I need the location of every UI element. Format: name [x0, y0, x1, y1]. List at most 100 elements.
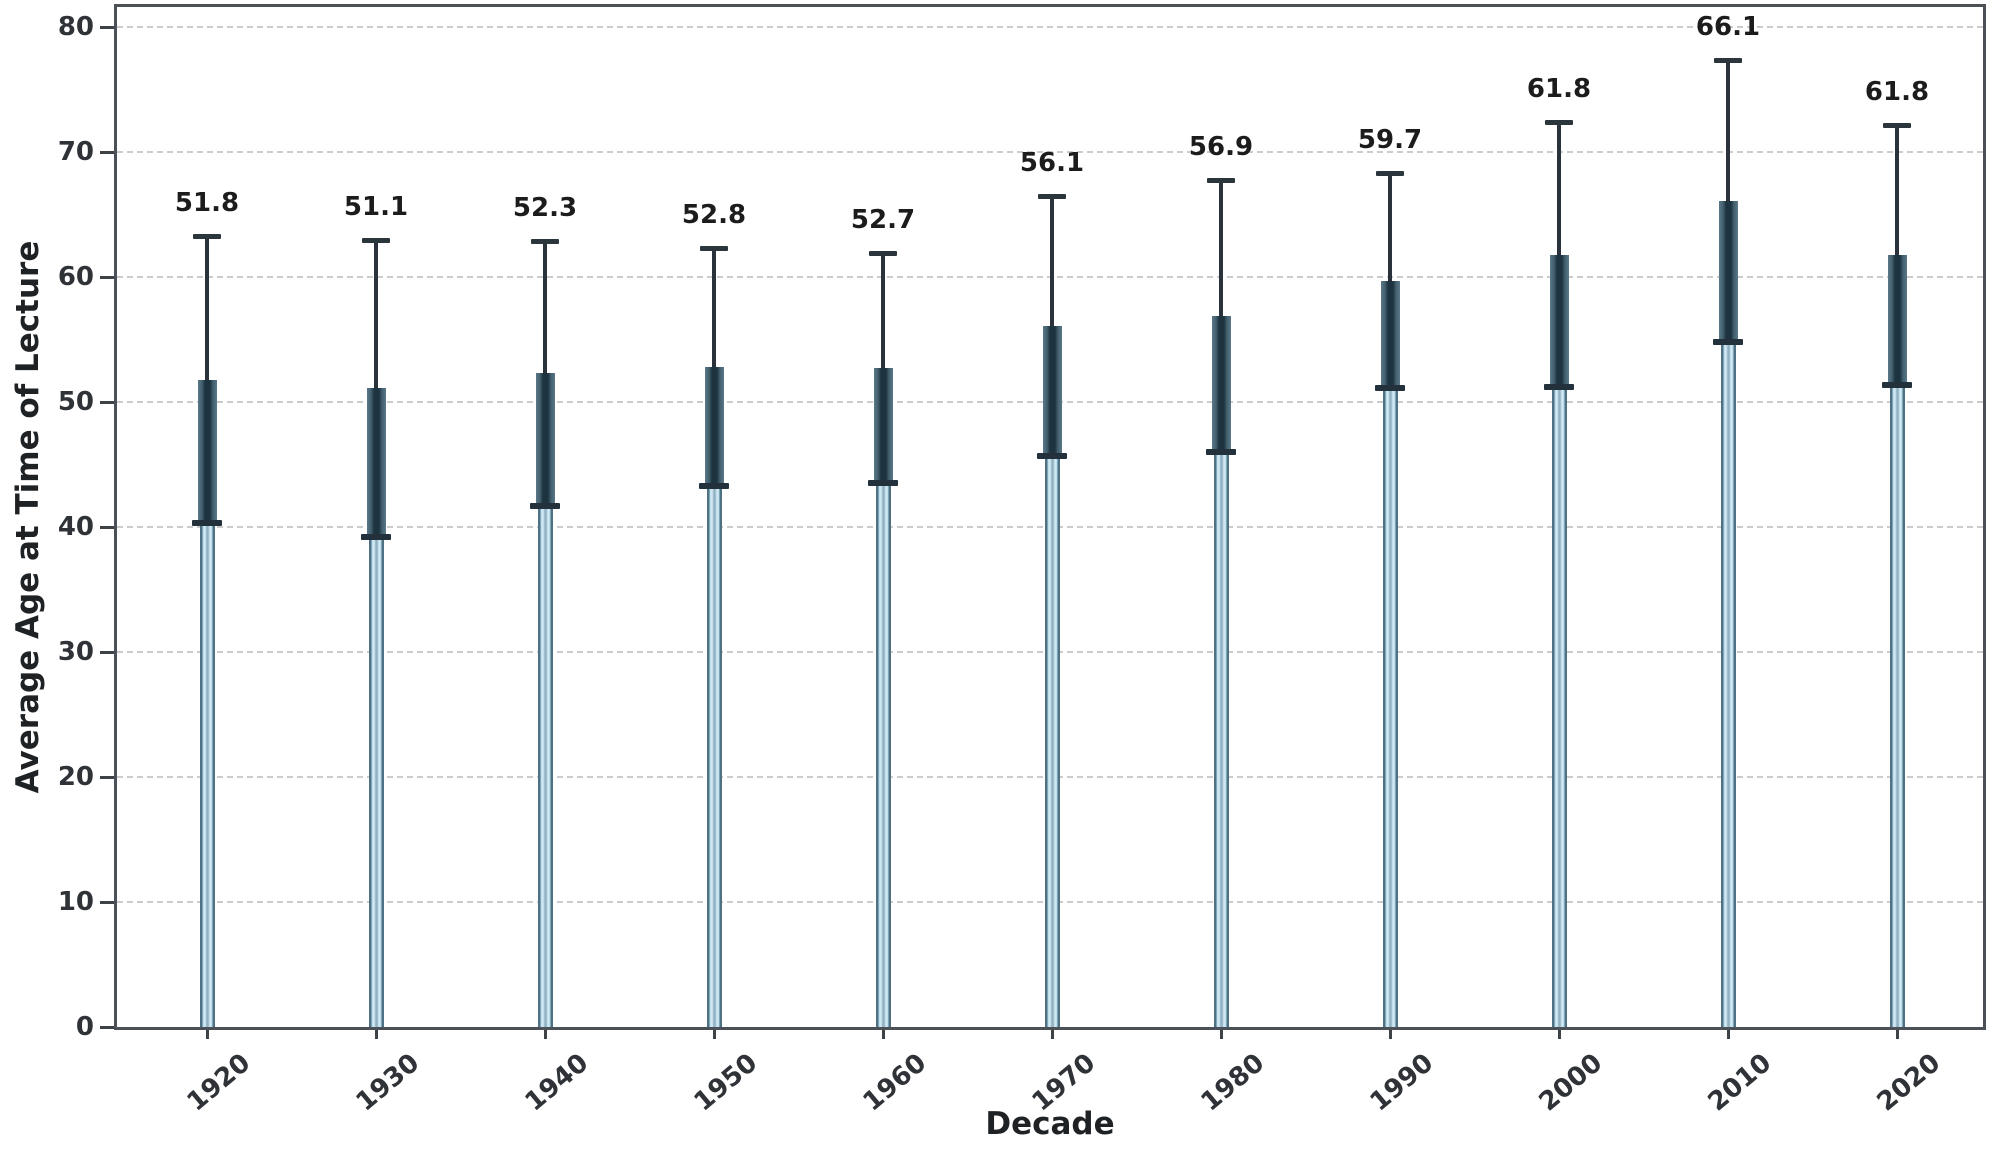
- error-upper-whisker: [712, 250, 716, 367]
- y-tick-label: 20: [57, 762, 94, 792]
- error-lower-segment: [1211, 315, 1231, 452]
- x-tick-label: 1980: [1195, 1048, 1271, 1118]
- bar: [1889, 384, 1905, 1027]
- bar: [1551, 387, 1567, 1027]
- error-cap-top: [1376, 171, 1404, 177]
- error-lower-segment: [1549, 254, 1569, 387]
- error-upper-whisker: [1895, 126, 1899, 255]
- bar-value-label: 51.8: [174, 187, 240, 218]
- error-cap-top: [1883, 122, 1911, 128]
- error-upper-whisker: [374, 241, 378, 389]
- error-cap-bottom: [1882, 381, 1912, 388]
- y-gridline: [117, 151, 1983, 153]
- error-lower-segment: [1380, 280, 1400, 389]
- y-tick-label: 10: [57, 887, 94, 917]
- x-tick-label: 1930: [350, 1048, 426, 1118]
- bar-value-label: 52.7: [850, 205, 916, 236]
- y-tick-mark: [100, 900, 114, 904]
- bar: [1213, 452, 1229, 1027]
- bar: [199, 523, 215, 1027]
- error-upper-whisker: [1388, 175, 1392, 281]
- bar: [875, 483, 891, 1027]
- bar-value-label: 51.1: [343, 191, 409, 222]
- error-upper-whisker: [205, 237, 209, 380]
- error-cap-top: [362, 237, 390, 243]
- y-gridline: [117, 26, 1983, 28]
- y-tick-mark: [100, 275, 114, 279]
- error-cap-top: [1207, 177, 1235, 183]
- error-cap-bottom: [192, 520, 222, 527]
- error-cap-bottom: [530, 502, 560, 509]
- y-tick-mark: [100, 650, 114, 654]
- error-lower-segment: [1718, 200, 1738, 342]
- y-tick-mark: [100, 775, 114, 779]
- error-upper-whisker: [1557, 124, 1561, 255]
- y-tick-mark: [100, 1025, 114, 1029]
- error-cap-bottom: [1544, 384, 1574, 390]
- error-cap-bottom: [1037, 452, 1067, 459]
- error-lower-segment: [873, 368, 893, 484]
- x-tick-mark: [374, 1030, 378, 1039]
- x-tick-mark: [1726, 1030, 1730, 1039]
- bar-value-label: 61.8: [1526, 74, 1592, 104]
- bar-value-label: 52.8: [681, 200, 747, 231]
- y-tick-label: 70: [57, 137, 94, 167]
- x-tick-label: 1950: [688, 1048, 764, 1118]
- y-tick-label: 50: [57, 387, 94, 417]
- bar-value-label: 56.1: [1019, 147, 1085, 178]
- error-cap-bottom: [868, 480, 898, 487]
- error-cap-top: [1714, 57, 1742, 63]
- error-lower-segment: [535, 373, 555, 506]
- error-cap-bottom: [1713, 339, 1743, 345]
- bar-value-label: 66.1: [1695, 11, 1761, 42]
- y-tick-mark: [100, 25, 114, 29]
- x-tick-mark: [712, 1030, 716, 1039]
- error-lower-segment: [1042, 325, 1062, 456]
- error-cap-top: [1038, 193, 1066, 199]
- error-cap-top: [869, 251, 897, 257]
- x-axis-label: Decade: [985, 1106, 1115, 1142]
- bar: [1720, 342, 1736, 1027]
- error-lower-segment: [197, 379, 217, 524]
- error-upper-whisker: [1726, 61, 1730, 201]
- x-tick-label: 1940: [519, 1048, 595, 1118]
- plot-area: 51.8 51.1 52.3 52.8 52.7 56.1 56.9 59.7 61.8 66.1…: [114, 4, 1986, 1030]
- x-tick-label: 2010: [1702, 1048, 1778, 1118]
- error-cap-top: [700, 246, 728, 252]
- error-cap-top: [1545, 120, 1573, 125]
- bar-value-label: 56.9: [1188, 131, 1254, 162]
- x-tick-mark: [1050, 1030, 1054, 1039]
- x-tick-mark: [205, 1030, 209, 1039]
- x-tick-label: 1920: [181, 1048, 257, 1118]
- y-tick-label: 60: [57, 262, 94, 292]
- bar: [1044, 455, 1060, 1027]
- bar-value-label: 59.7: [1357, 125, 1423, 156]
- error-upper-whisker: [881, 255, 885, 369]
- error-lower-segment: [704, 367, 724, 486]
- y-tick-label: 40: [57, 512, 94, 542]
- error-cap-bottom: [1206, 449, 1236, 455]
- bar-value-label: 61.8: [1864, 76, 1930, 107]
- error-cap-bottom: [699, 482, 729, 489]
- x-tick-mark: [543, 1030, 547, 1039]
- x-tick-label: 2000: [1533, 1048, 1609, 1118]
- bar: [368, 537, 384, 1027]
- y-tick-label: 30: [57, 637, 94, 667]
- x-tick-mark: [881, 1030, 885, 1039]
- error-upper-whisker: [1219, 181, 1223, 316]
- x-tick-mark: [1388, 1030, 1392, 1039]
- x-tick-mark: [1219, 1030, 1223, 1039]
- y-tick-label: 80: [57, 12, 94, 42]
- y-tick-mark: [100, 525, 114, 529]
- x-tick-label: 2020: [1871, 1048, 1947, 1118]
- error-cap-bottom: [361, 534, 391, 540]
- error-upper-whisker: [543, 242, 547, 374]
- bar: [1382, 388, 1398, 1027]
- y-tick-label: 0: [75, 1012, 94, 1042]
- y-tick-mark: [100, 150, 114, 154]
- error-cap-bottom: [1375, 385, 1405, 392]
- x-tick-label: 1990: [1364, 1048, 1440, 1118]
- y-tick-mark: [100, 400, 114, 404]
- error-lower-segment: [1887, 254, 1907, 385]
